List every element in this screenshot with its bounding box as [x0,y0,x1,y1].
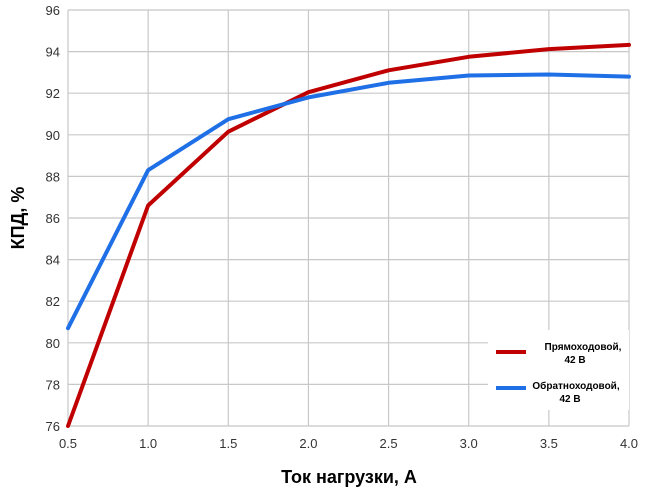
x-tick-label: 0.5 [59,436,77,451]
legend-label-forward-line1: Прямоходовой, [545,342,622,353]
y-tick-label: 90 [46,128,60,143]
x-tick-label: 2.0 [299,436,317,451]
y-tick-label: 76 [46,419,60,434]
y-tick-label: 96 [46,3,60,18]
y-tick-label: 88 [46,169,60,184]
grid-lines [67,9,630,427]
y-tick-label: 78 [46,377,60,392]
y-tick-label: 94 [46,45,60,60]
y-tick-labels: 76 78 80 82 84 86 88 90 92 94 96 [46,3,60,434]
series-line-forward [66,42,631,428]
series-line-flyback [66,72,631,331]
x-tick-label: 2.5 [380,436,398,451]
y-tick-label: 92 [46,86,60,101]
x-tick-label: 3.0 [460,436,478,451]
x-tick-labels: 0.5 1.0 1.5 2.0 2.5 3.0 3.5 4.0 [59,436,638,451]
series-lines [66,42,631,428]
legend-label-forward-line2: 42 В [564,355,585,366]
y-tick-label: 80 [46,336,60,351]
x-tick-label: 4.0 [620,436,638,451]
legend-label-flyback-line1: Обратноходовой, [532,380,619,392]
x-tick-label: 1.0 [139,436,157,451]
y-tick-label: 84 [46,253,60,268]
y-tick-label: 82 [46,294,60,309]
legend-label-flyback-line2: 42 В [559,394,580,405]
x-tick-label: 3.5 [540,436,558,451]
legend-box [488,330,629,410]
legend: Прямоходовой, 42 В Обратноходовой, 42 В [488,330,629,410]
y-axis-title: КПД, % [8,187,28,250]
x-tick-label: 1.5 [219,436,237,451]
y-tick-label: 86 [46,211,60,226]
x-axis-title: Ток нагрузки, А [281,467,417,487]
